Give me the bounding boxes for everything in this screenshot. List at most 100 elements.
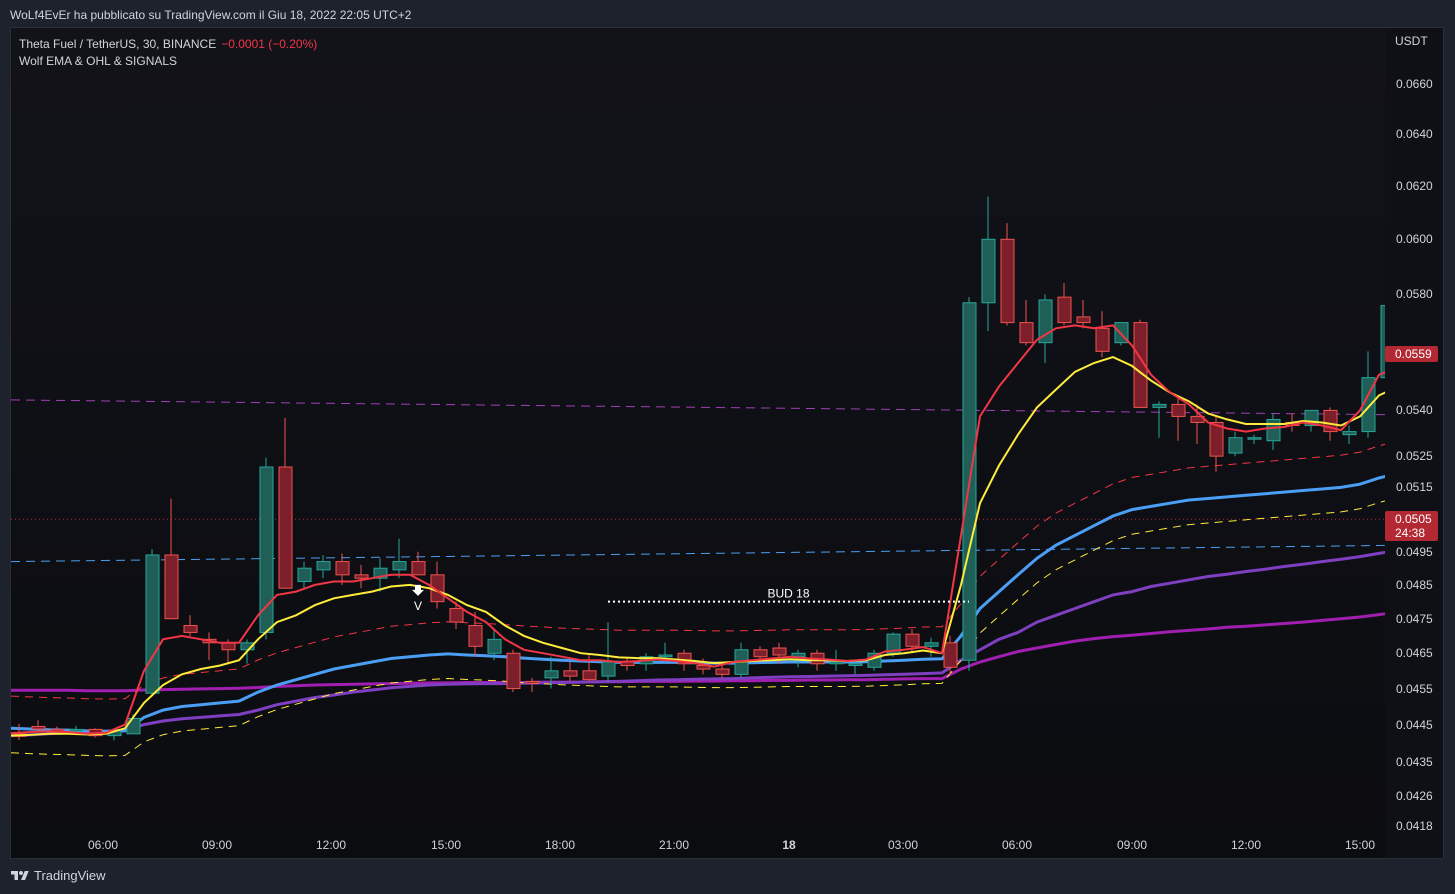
chart-canvas[interactable]: BUD 18 V <box>11 28 1385 859</box>
ema-fast-line <box>11 324 1385 735</box>
bear-candle <box>943 642 958 668</box>
price-tick: 0.0495 <box>1396 544 1433 559</box>
price-tick: 0.0445 <box>1396 717 1433 732</box>
bar-countdown: 24:38 <box>1395 526 1426 541</box>
bear-candle <box>183 625 198 633</box>
price-tick: 0.0455 <box>1396 681 1433 696</box>
bull-candle <box>316 561 331 571</box>
price-tick: 0.0580 <box>1396 287 1433 302</box>
bull-candle <box>126 717 141 735</box>
bull-candle <box>297 567 312 583</box>
time-tick: 03:00 <box>887 838 919 852</box>
bud-label: BUD 18 <box>767 587 809 601</box>
time-tick: 12:00 <box>1230 838 1262 852</box>
ohl-line-1 <box>11 544 1385 563</box>
bear-candle <box>449 607 464 623</box>
time-tick: 12:00 <box>315 838 347 852</box>
bear-candle <box>31 725 46 730</box>
symbol-label[interactable]: Theta Fuel / TetherUS, 30, BINANCE <box>19 37 217 51</box>
indicator-label[interactable]: Wolf EMA & OHL & SIGNALS <box>19 54 178 68</box>
bull-candle <box>544 670 559 679</box>
ema-long-line <box>11 550 1385 738</box>
bull-candle <box>1247 437 1262 440</box>
bull-candle <box>981 238 996 304</box>
bull-candle <box>373 567 388 579</box>
chart-legend: Theta Fuel / TetherUS, 30, BINANCE −0.000… <box>19 36 317 70</box>
bear-candle <box>354 574 369 579</box>
bear-candle <box>1171 403 1186 417</box>
bear-candle <box>677 652 692 665</box>
bear-candle <box>335 561 350 576</box>
bear-candle <box>1133 322 1148 408</box>
ema-base-line <box>11 612 1385 693</box>
plot-background <box>11 28 1385 858</box>
price-axis[interactable]: USDT 0.0660 0.0640 0.0620 0.0600 0.0580 0.054… <box>1385 28 1443 858</box>
ema-slow-yellow-dashed <box>11 500 1385 757</box>
bear-candle <box>563 670 578 677</box>
bear-candle <box>1095 327 1110 352</box>
price-tick: 0.0485 <box>1396 577 1433 592</box>
sell-signal-label: V <box>414 599 422 613</box>
bull-candle <box>1228 437 1243 454</box>
bear-candle <box>411 561 426 576</box>
bear-candle <box>1057 296 1072 324</box>
bull-candle <box>658 654 673 658</box>
bear-candle <box>164 554 179 620</box>
bear-candle <box>1209 421 1224 457</box>
bull-candle <box>829 661 844 665</box>
time-tick: 18:00 <box>544 838 576 852</box>
time-tick: 15:00 <box>1344 838 1376 852</box>
time-tick: 18 <box>782 838 796 852</box>
bear-candle <box>905 633 920 647</box>
last-price-tag: 0.0559 <box>1385 346 1438 363</box>
footer-branding[interactable]: TradingView <box>10 868 106 883</box>
price-tick: 0.0640 <box>1396 127 1433 142</box>
ema-slow-red-dashed <box>11 443 1385 700</box>
publish-caption: WoLf4EvEr ha pubblicato su TradingView.c… <box>10 8 412 22</box>
sell-arrow-icon <box>412 584 424 596</box>
bear-candle <box>506 652 521 690</box>
price-tick: 0.0660 <box>1396 77 1433 92</box>
time-tick: 09:00 <box>201 838 233 852</box>
bear-candle <box>753 649 768 658</box>
footer-brand-label: TradingView <box>34 868 106 883</box>
time-tick: 21:00 <box>658 838 690 852</box>
bear-candle <box>278 466 293 589</box>
bear-candle <box>772 647 787 656</box>
time-tick: 06:00 <box>1001 838 1033 852</box>
bear-candle <box>1000 238 1015 324</box>
bull-candle <box>924 642 939 647</box>
bull-candle <box>69 728 84 732</box>
bull-candle <box>1380 305 1385 379</box>
bull-candle <box>145 554 160 694</box>
bull-candle <box>1266 418 1281 442</box>
price-tick: 0.0620 <box>1396 179 1433 194</box>
price-tick: 0.0435 <box>1396 754 1433 769</box>
current-price-value: 0.0505 <box>1395 512 1432 527</box>
time-tick: 06:00 <box>87 838 119 852</box>
tradingview-logo-icon <box>11 870 29 880</box>
bull-candle <box>1152 403 1167 408</box>
bull-candle <box>487 638 502 654</box>
bear-candle <box>715 668 730 675</box>
price-tick: 0.0418 <box>1396 819 1433 834</box>
price-tick: 0.0475 <box>1396 611 1433 626</box>
current-price-tag: 0.0505 24:38 <box>1385 511 1438 542</box>
price-tick: 0.0525 <box>1396 449 1433 464</box>
bull-candle <box>1342 431 1357 436</box>
bear-candle <box>1019 322 1034 344</box>
price-tick: 0.0600 <box>1396 232 1433 247</box>
time-tick: 15:00 <box>430 838 462 852</box>
bull-candle <box>392 561 407 571</box>
chart-frame[interactable]: BUD 18 V Theta Fuel / TetherUS, 30, BINAN… <box>10 27 1444 859</box>
price-tick: 0.0515 <box>1396 480 1433 495</box>
price-tick: 0.0465 <box>1396 646 1433 661</box>
ohl-line-0 <box>11 399 1385 416</box>
last-price-value: 0.0559 <box>1395 347 1432 362</box>
price-tick: 0.0540 <box>1396 403 1433 418</box>
axis-currency: USDT <box>1395 34 1428 48</box>
bear-candle <box>582 670 597 681</box>
price-change: −0.0001 (−0.20%) <box>221 37 318 51</box>
bear-candle <box>525 680 540 684</box>
bull-candle <box>601 661 616 677</box>
